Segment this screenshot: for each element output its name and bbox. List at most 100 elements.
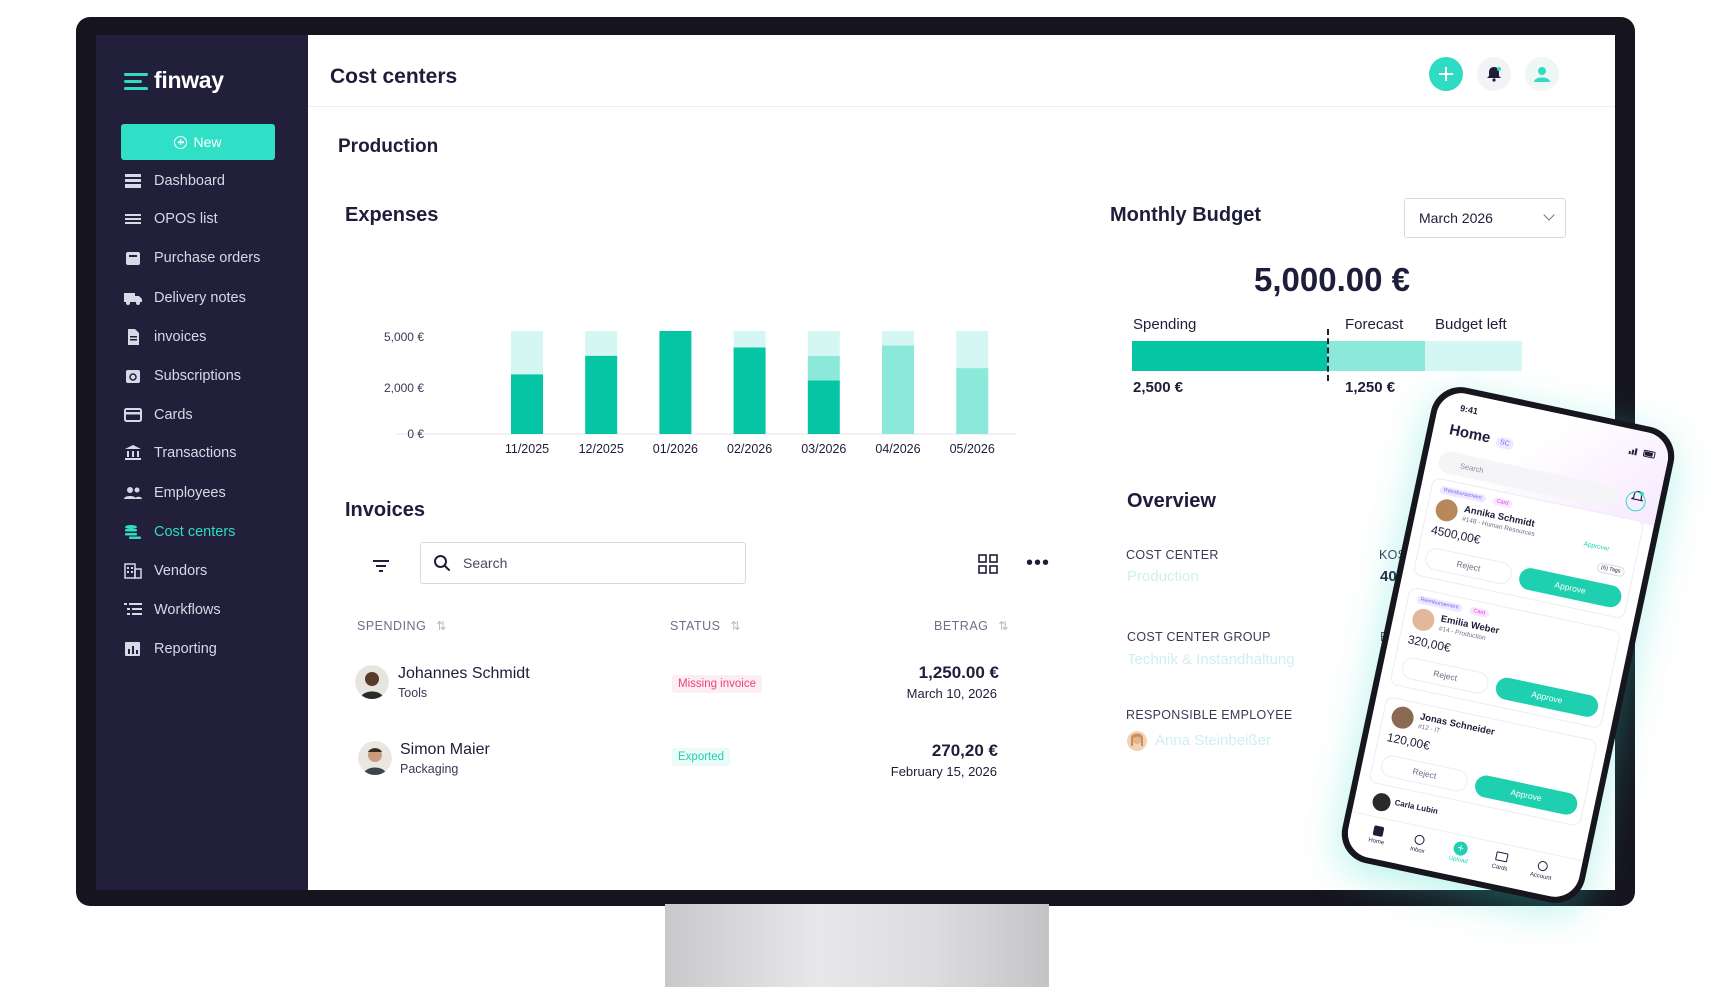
bar-segment[interactable] — [807, 355, 840, 381]
sidebar-item-subscriptions[interactable]: Subscriptions — [124, 368, 241, 384]
reject-button[interactable]: Reject — [1423, 546, 1514, 586]
reject-button[interactable]: Reject — [1399, 655, 1491, 696]
sidebar-item-invoices[interactable]: invoices — [124, 329, 206, 345]
sidebar-item-cost-centers[interactable]: Cost centers — [124, 524, 235, 540]
bar-segment[interactable] — [882, 331, 914, 346]
avatar — [1389, 704, 1416, 731]
tab-inbox[interactable]: Inbox — [1399, 831, 1438, 857]
phone-card-amount: 4500,00€ — [1429, 522, 1482, 547]
sidebar-item-label: Dashboard — [154, 173, 225, 189]
list-icon — [124, 211, 142, 227]
x-tick-label: 05/2026 — [950, 442, 995, 456]
phone-screen: 9:41 Home SC Search Reimbursement Card A… — [1343, 388, 1673, 902]
sidebar-item-dashboard[interactable]: Dashboard — [124, 173, 225, 189]
sidebar-item-opos-list[interactable]: OPOS list — [124, 211, 218, 227]
tab-account[interactable]: Account — [1522, 857, 1561, 883]
sidebar-item-workflows[interactable]: Workflows — [124, 602, 221, 618]
cost-center-title: Production — [338, 136, 439, 157]
expenses-title: Expenses — [345, 204, 439, 226]
bar-segment[interactable] — [882, 345, 914, 434]
budget-bar-forecast — [1327, 341, 1425, 371]
month-select[interactable]: March 2026 — [1404, 198, 1566, 238]
grid-view-icon[interactable] — [978, 554, 998, 579]
bar-segment[interactable] — [733, 347, 766, 434]
new-button[interactable]: New — [121, 124, 275, 160]
sidebar-item-label: Reporting — [154, 641, 217, 657]
sort-icon: ⇅ — [998, 619, 1009, 633]
approve-button[interactable]: Approve — [1493, 675, 1601, 719]
sidebar-item-label: Delivery notes — [154, 290, 246, 306]
bar-segment[interactable] — [585, 331, 618, 356]
filter-icon[interactable] — [372, 559, 390, 578]
row-employee-name: Johannes Schmidt — [398, 665, 530, 682]
search-input[interactable] — [463, 555, 703, 571]
column-header-label: STATUS — [670, 619, 721, 633]
add-button[interactable] — [1429, 57, 1463, 91]
tab-label: Inbox — [1409, 846, 1426, 856]
sidebar-item-employees[interactable]: Employees — [124, 485, 226, 501]
row-date: February 15, 2026 — [890, 764, 997, 779]
phone-search-placeholder: Search — [1459, 461, 1485, 475]
logo-icon — [124, 72, 148, 90]
row-category: Packaging — [400, 762, 459, 776]
status-badge: Exported — [672, 748, 731, 766]
bar-segment[interactable] — [511, 374, 543, 434]
sidebar-item-reporting[interactable]: Reporting — [124, 641, 217, 657]
phone-bell-icon[interactable] — [1630, 489, 1645, 509]
approve-label: Approve — [1530, 689, 1564, 706]
bar-segment[interactable] — [956, 331, 989, 369]
bar-segment[interactable] — [585, 355, 618, 434]
column-header-label: SPENDING — [357, 619, 427, 633]
spending-label: Spending — [1133, 316, 1197, 333]
card-icon — [124, 407, 142, 423]
page-title: Cost centers — [330, 65, 458, 88]
new-button-label: New — [193, 134, 222, 150]
account-icon — [1536, 860, 1549, 872]
account-button[interactable] — [1525, 57, 1559, 91]
tab-label: Account — [1529, 871, 1552, 883]
column-header-label: BETRAG — [934, 619, 989, 633]
overview-title: Overview — [1127, 490, 1216, 512]
reject-label: Reject — [1432, 668, 1459, 684]
sidebar-item-purchase-orders[interactable]: Purchase orders — [124, 250, 260, 266]
tab-upload[interactable]: + Upload — [1440, 838, 1480, 867]
bar-segment[interactable] — [733, 331, 766, 348]
bar-segment[interactable] — [807, 380, 840, 434]
people-icon — [124, 485, 142, 501]
tab-home[interactable]: Home — [1358, 823, 1397, 849]
bar-segment[interactable] — [807, 331, 840, 356]
sidebar-item-transactions[interactable]: Transactions — [124, 445, 236, 461]
bar-segment[interactable] — [956, 368, 989, 434]
tags-count[interactable]: (6) Tags — [1596, 561, 1626, 578]
bar-segment[interactable] — [659, 331, 692, 434]
sort-icon: ⇅ — [730, 619, 742, 633]
sidebar-item-label: Purchase orders — [154, 250, 261, 266]
row-date: March 10, 2026 — [906, 686, 997, 701]
more-options-icon[interactable]: ••• — [1026, 552, 1051, 574]
avatar — [355, 665, 389, 699]
invoice-search[interactable] — [420, 542, 746, 584]
sidebar-item-label: Vendors — [154, 563, 208, 579]
tab-label: Cards — [1490, 863, 1508, 873]
sidebar-item-label: invoices — [154, 329, 207, 345]
approve-label: Approve — [1509, 786, 1543, 804]
x-tick-label: 03/2026 — [801, 442, 846, 456]
logo[interactable]: finway — [124, 67, 224, 94]
forecast-value: 1,250 € — [1345, 379, 1396, 396]
tab-cards[interactable]: Cards — [1481, 849, 1520, 875]
notifications-button[interactable] — [1477, 57, 1511, 91]
sidebar-item-label: Cost centers — [154, 524, 236, 540]
approve-button[interactable]: Approve — [1473, 773, 1580, 817]
column-header-spending[interactable]: SPENDING ⇅ — [357, 619, 447, 633]
reject-button[interactable]: Reject — [1379, 753, 1470, 794]
sidebar-item-cards[interactable]: Cards — [124, 407, 193, 423]
sidebar-item-delivery-notes[interactable]: Delivery notes — [124, 290, 246, 306]
bar-segment[interactable] — [511, 331, 543, 375]
column-header-status[interactable]: STATUS ⇅ — [670, 619, 741, 633]
monitor-stand — [665, 904, 1049, 987]
sidebar-item-vendors[interactable]: Vendors — [124, 563, 207, 579]
inbox-icon — [1413, 833, 1426, 846]
avatar — [1433, 497, 1460, 524]
card-tag: Card — [1468, 606, 1490, 619]
column-header-amount[interactable]: BETRAG ⇅ — [934, 619, 1009, 633]
